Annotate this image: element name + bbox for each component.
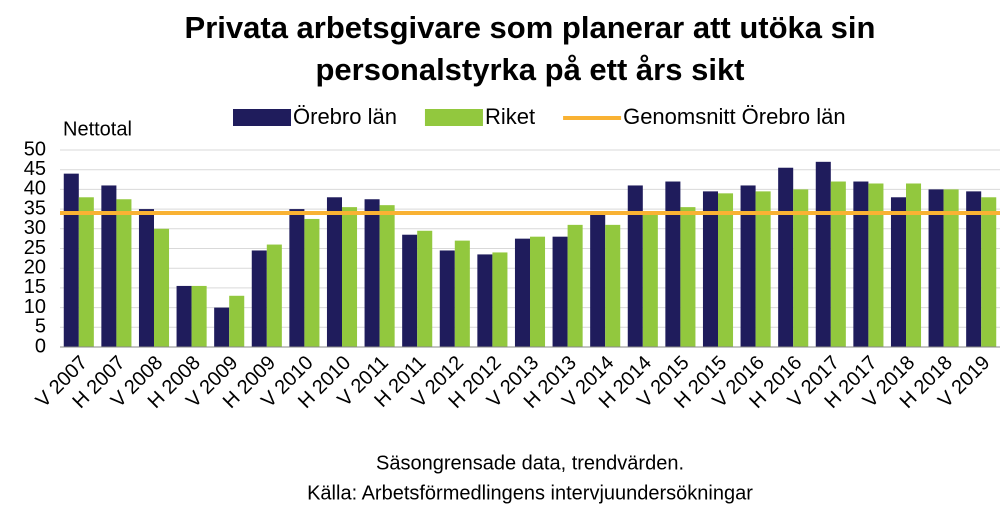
y-tick-label: 45 xyxy=(24,158,46,180)
y-tick-label: 40 xyxy=(24,178,46,200)
y-axis-label: Nettotal xyxy=(63,118,132,140)
bar xyxy=(740,185,756,347)
bar xyxy=(116,199,132,347)
chart-title: personalstyrka på ett års sikt xyxy=(315,52,744,87)
legend-label: Genomsnitt Örebro län xyxy=(623,104,846,129)
bar xyxy=(815,161,831,347)
y-tick-label: 5 xyxy=(35,316,46,338)
bar xyxy=(191,285,207,347)
bar xyxy=(981,197,997,347)
legend-swatch xyxy=(233,109,291,126)
bar xyxy=(454,240,470,347)
y-tick-label: 25 xyxy=(24,237,46,259)
bar xyxy=(251,250,267,347)
bar xyxy=(853,181,869,347)
bar xyxy=(477,254,493,347)
bar xyxy=(665,181,681,347)
bar xyxy=(326,197,342,347)
bar xyxy=(304,218,320,347)
y-tick-label: 50 xyxy=(24,138,46,160)
y-tick-label: 35 xyxy=(24,197,46,219)
bar xyxy=(379,205,395,347)
bar xyxy=(138,209,154,347)
bar xyxy=(680,207,696,347)
bar xyxy=(966,191,982,347)
bar xyxy=(642,213,658,347)
y-tick-label: 30 xyxy=(24,217,46,239)
bar xyxy=(793,189,809,347)
bar xyxy=(830,181,846,347)
bar xyxy=(439,250,455,347)
bar xyxy=(63,173,79,347)
bar xyxy=(266,244,282,347)
bar xyxy=(755,191,771,347)
legend-label: Riket xyxy=(485,104,535,129)
bar xyxy=(214,307,230,347)
bar xyxy=(590,213,606,347)
bar xyxy=(342,207,358,347)
bar xyxy=(567,224,583,347)
bar xyxy=(928,189,944,347)
bar xyxy=(868,183,884,347)
y-tick-label: 0 xyxy=(35,335,46,357)
y-tick-label: 10 xyxy=(24,296,46,318)
bar xyxy=(78,197,94,347)
bar xyxy=(364,199,380,347)
bar xyxy=(402,234,418,347)
legend-label: Örebro län xyxy=(293,104,397,129)
bar xyxy=(154,228,170,347)
bar xyxy=(514,238,530,347)
note: Säsongrensade data, trendvärden. xyxy=(376,452,684,474)
bar xyxy=(229,295,245,347)
y-tick-label: 20 xyxy=(24,256,46,278)
bar xyxy=(605,224,621,347)
bar xyxy=(890,197,906,347)
y-tick-label: 15 xyxy=(24,276,46,298)
chart-title: Privata arbetsgivare som planerar att ut… xyxy=(185,10,876,45)
bar xyxy=(176,285,192,347)
bar xyxy=(906,183,922,347)
bar xyxy=(417,230,433,347)
bar xyxy=(492,252,508,347)
bar xyxy=(778,167,794,347)
note: Källa: Arbetsförmedlingens intervjuunder… xyxy=(307,482,753,504)
legend-swatch xyxy=(424,109,483,126)
bar xyxy=(552,236,568,347)
bar xyxy=(702,191,718,347)
bar xyxy=(943,189,959,347)
bar xyxy=(530,236,546,347)
bar xyxy=(627,185,643,347)
bar xyxy=(101,185,117,347)
bar xyxy=(718,193,734,347)
bar xyxy=(289,209,305,347)
